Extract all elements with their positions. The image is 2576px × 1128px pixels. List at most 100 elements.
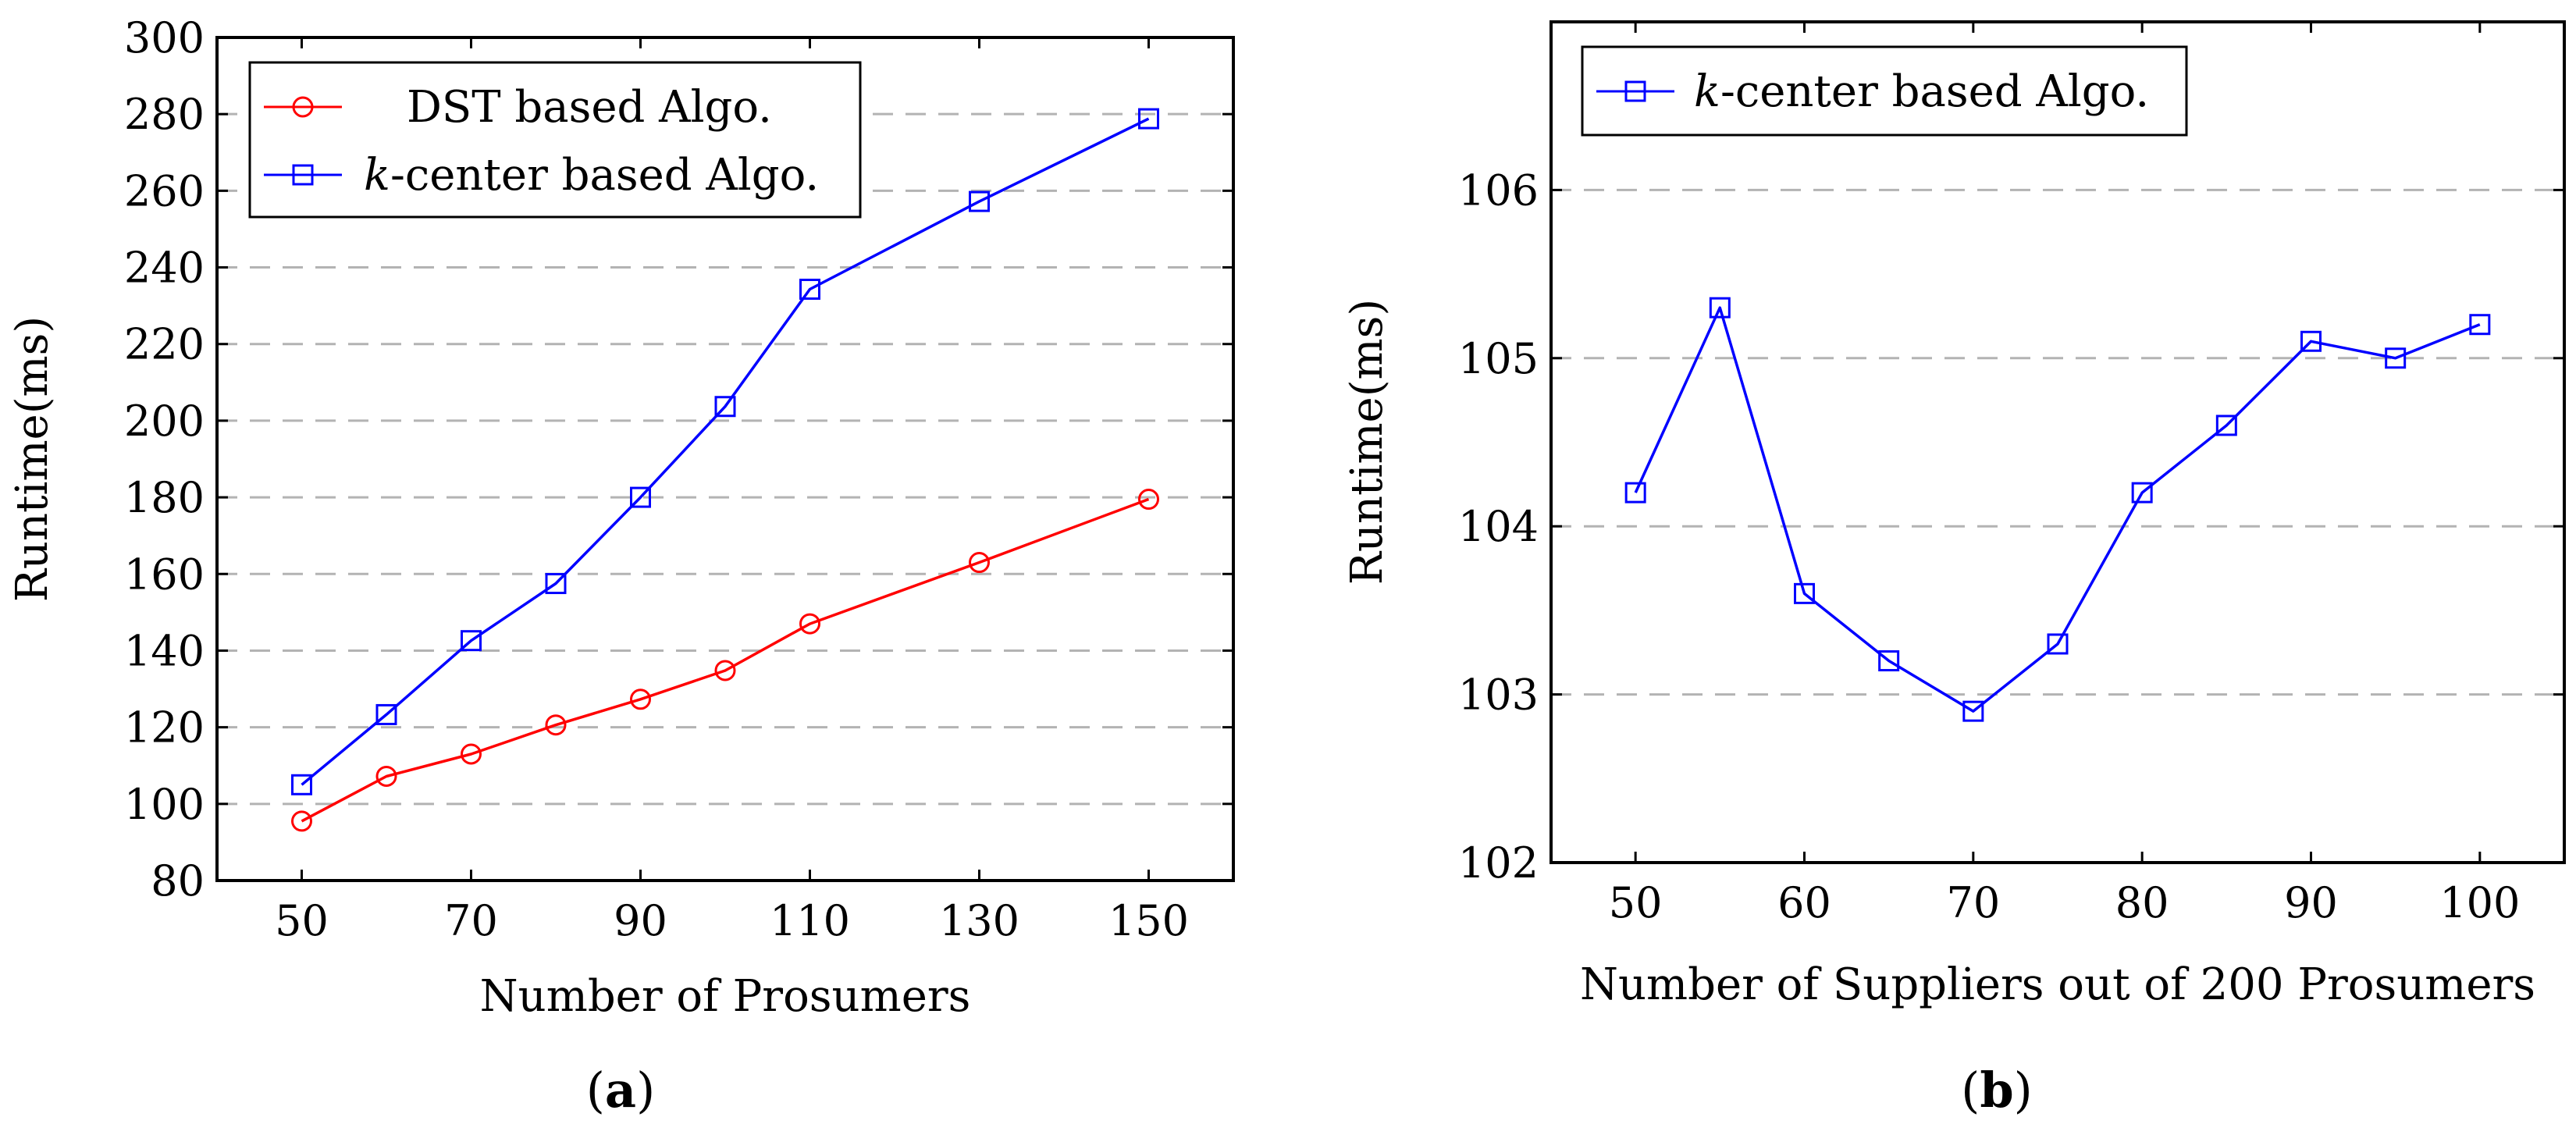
chart-a-legend-label-kcenter-italic: k (364, 150, 390, 201)
chart-a-point-kcenter (969, 190, 990, 212)
chart-b-legend-label-kcenter-rest: -center based Algo. (1720, 66, 2149, 117)
chart-a-xtick-label: 50 (275, 896, 329, 945)
chart-b-y-axis-label: Runtime(ms) (1342, 299, 1393, 585)
chart-a-caption-letter: a (605, 1062, 636, 1119)
chart-a-point-kcenter (799, 279, 820, 301)
chart-b-point-kcenter (1624, 482, 1646, 504)
chart-b-point-kcenter (1794, 582, 1815, 604)
chart-a-xtick-label: 130 (939, 896, 1019, 945)
chart-a-legend-marker-dst (292, 96, 314, 118)
chart-a-ytick-label: 100 (124, 780, 205, 829)
chart-b-xtick-label: 70 (1946, 878, 2000, 927)
chart-a-ticks: 80 100 120 140 160 180 200 220 240 260 280 300 50 70 9… (124, 13, 1233, 945)
chart-a-legend-label-kcenter: k-center based Algo. (364, 150, 819, 201)
chart-b-gridlines (1551, 188, 2564, 696)
chart-a-point-kcenter (291, 774, 312, 795)
chart-b-series-line-kcenter (1634, 306, 2481, 713)
chart-b-plot-frame (1550, 20, 2566, 864)
chart-a-legend-box (248, 61, 862, 219)
chart-b-legend: k-center based Algo. (1581, 45, 2188, 137)
chart-a-legend-label-dst: DST based Algo. (407, 82, 772, 133)
chart-a-point-kcenter (714, 396, 736, 418)
chart-a-plot-frame (215, 36, 1235, 882)
chart-a-ytick-label: 240 (124, 244, 205, 293)
chart-a-series (291, 108, 1159, 832)
chart-a-ytick-label: 160 (124, 550, 205, 599)
chart-b-ytick-label: 102 (1458, 838, 1539, 888)
chart-b-point-kcenter (1878, 650, 1900, 672)
chart-b-legend-box (1581, 45, 2188, 137)
chart-a-point-dst (291, 810, 312, 832)
chart-a-point-kcenter (461, 630, 482, 652)
chart-a-y-axis-label: Runtime(ms) (7, 316, 58, 603)
chart-a-xtick-label: 90 (614, 896, 667, 945)
chart-a-point-dst (630, 689, 651, 710)
chart-b-point-kcenter (2385, 347, 2407, 369)
chart-b-ytick-label: 105 (1458, 334, 1539, 383)
chart-a-x-axis-label: Number of Prosumers (480, 971, 971, 1022)
chart-a-point-kcenter (630, 486, 651, 508)
chart-b-point-kcenter (1709, 297, 1731, 318)
chart-b-point-kcenter (2469, 314, 2491, 336)
chart-b-ticks: 102 103 104 105 106 50 60 70 80 90 100 (1458, 22, 2564, 927)
chart-a-legend: DST based Algo. k-center based Algo. (248, 61, 862, 219)
chart-b-x-axis-label: Number of Suppliers out of 200 Prosumers (1580, 959, 2535, 1010)
chart-b-point-kcenter (2300, 330, 2322, 352)
chart-b-point-kcenter (2215, 415, 2237, 436)
chart-b-legend-label-kcenter: k-center based Algo. (1694, 66, 2149, 117)
chart-a-point-dst (545, 714, 567, 736)
chart-a-xtick-label: 110 (770, 896, 850, 945)
chart-a-ytick-label: 280 (124, 90, 205, 139)
chart-a-point-dst (1138, 489, 1159, 511)
chart-a-ytick-label: 140 (124, 626, 205, 675)
chart-a-ytick-label: 180 (124, 473, 205, 522)
chart-a-ytick-label: 260 (124, 166, 205, 215)
chart-a-caption-open: ( (586, 1062, 605, 1119)
chart-a-ytick-label: 200 (124, 397, 205, 446)
chart-b-point-kcenter (2047, 633, 2069, 655)
chart-b-point-kcenter (2131, 482, 2153, 504)
chart-a-point-kcenter (375, 703, 397, 725)
chart-b-caption-open: ( (1961, 1062, 1980, 1119)
chart-a-caption: (a) (586, 1062, 656, 1119)
chart-a-legend-marker-kcenter (292, 164, 314, 186)
chart-a-point-dst (461, 743, 482, 765)
chart-a-point-kcenter (545, 573, 567, 595)
chart-a-point-dst (714, 660, 736, 681)
chart-a-caption-close: ) (636, 1062, 655, 1119)
chart-a-series-line-dst (301, 497, 1150, 823)
chart-a-series-line-kcenter (301, 117, 1150, 786)
chart-b-ytick-label: 106 (1458, 165, 1539, 215)
chart-a-point-kcenter (1138, 108, 1159, 130)
chart-a-ytick-label: 120 (124, 703, 205, 753)
chart-a-ytick-label: 220 (124, 320, 205, 369)
chart-a-ytick-label: 80 (151, 856, 205, 906)
chart-b-caption: (b) (1961, 1062, 2033, 1119)
chart-b-caption-letter: b (1980, 1062, 2013, 1119)
chart-a-ytick-label: 300 (124, 13, 205, 62)
chart-a-xtick-label: 150 (1108, 896, 1189, 945)
chart-b-series (1624, 297, 2491, 722)
chart-a-legend-label-kcenter-rest: -center based Algo. (390, 150, 819, 201)
chart-b-point-kcenter (1962, 700, 1984, 722)
chart-a-xtick-label: 70 (444, 896, 498, 945)
chart-b-legend-marker-kcenter (1624, 80, 1646, 102)
chart-b-ytick-label: 104 (1458, 502, 1539, 551)
chart-b-legend-entry-kcenter: k-center based Algo. (1596, 66, 2149, 117)
chart-b-ytick-label: 103 (1458, 671, 1539, 720)
chart-a-legend-entry-dst: DST based Algo. (264, 82, 772, 133)
chart-a-legend-entry-kcenter: k-center based Algo. (264, 150, 819, 201)
chart-b-legend-label-kcenter-italic: k (1694, 66, 1720, 117)
chart-a-point-dst (375, 765, 397, 787)
chart-a: 80 100 120 140 160 180 200 220 240 260 280 300 50 70 9… (7, 13, 1235, 1119)
chart-b-xtick-label: 80 (2115, 878, 2169, 927)
chart-b-caption-close: ) (2014, 1062, 2033, 1119)
chart-a-point-dst (969, 552, 990, 574)
chart-a-point-dst (799, 613, 820, 635)
chart-b-xtick-label: 100 (2439, 878, 2520, 927)
chart-b: 102 103 104 105 106 50 60 70 80 90 100 Number of S… (1342, 20, 2566, 1119)
chart-b-xtick-label: 60 (1777, 878, 1831, 927)
chart-b-xtick-label: 90 (2284, 878, 2338, 927)
chart-b-xtick-label: 50 (1609, 878, 1663, 927)
